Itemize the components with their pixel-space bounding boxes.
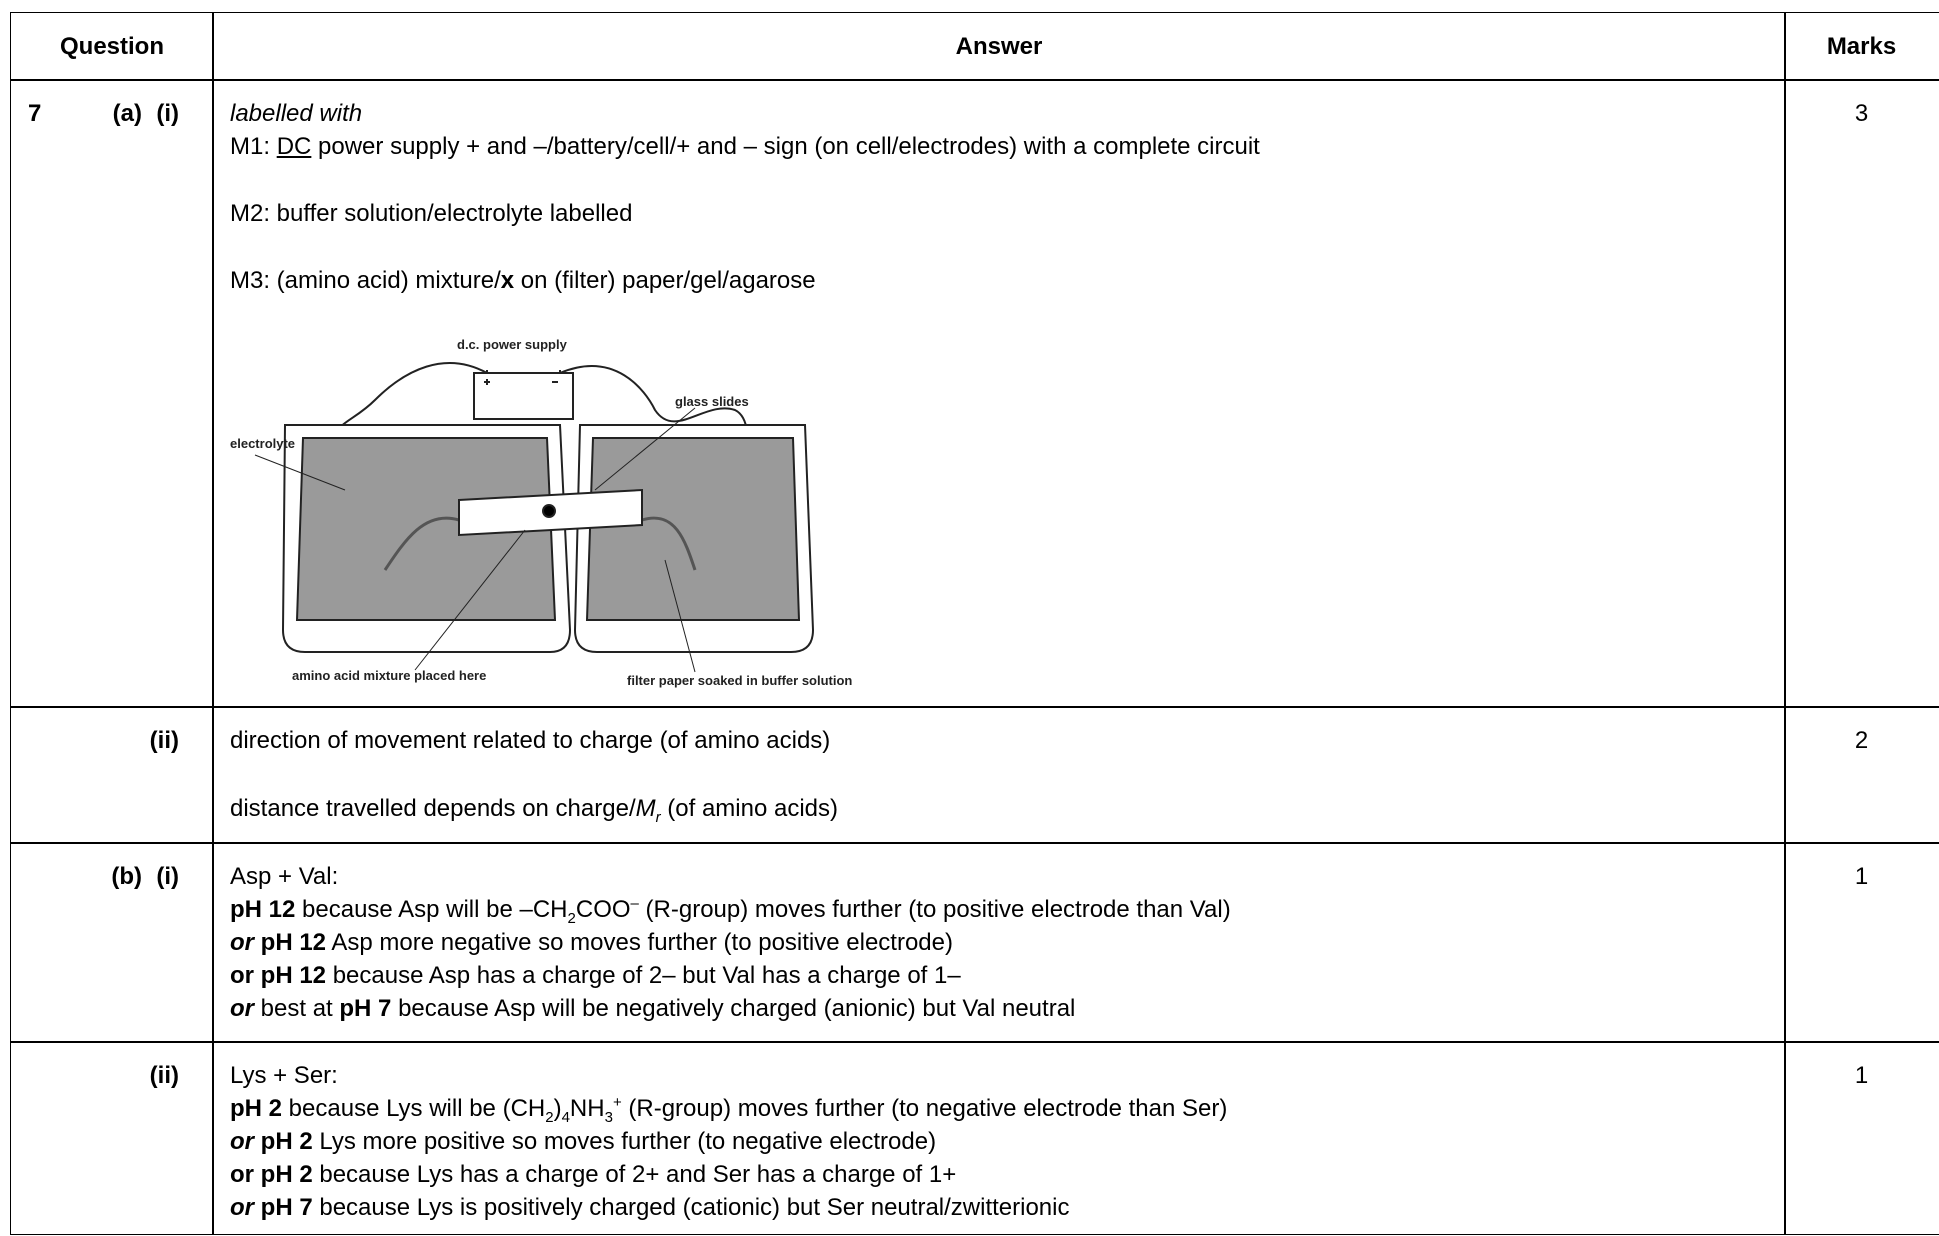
diagram-label: amino acid mixture placed here: [292, 668, 486, 683]
text: or pH 12: [230, 962, 327, 989]
text: because Lys is positively charged (catio…: [312, 1194, 1070, 1221]
question-subpart: (i): [156, 863, 179, 890]
text: (of amino acids): [660, 795, 839, 822]
text: M2: buffer solution/electrolyte labelled: [230, 200, 633, 227]
text: COO: [575, 896, 631, 923]
text: 2: [545, 1108, 554, 1126]
text: pH 7: [254, 1194, 313, 1221]
text: pH 2: [230, 1095, 283, 1122]
text: labelled with: [230, 100, 363, 127]
text: NH: [569, 1095, 605, 1122]
answer-line: or pH 12 because Asp has a charge of 2– …: [230, 959, 1785, 992]
answer-line: pH 12 because Asp will be –CH2COO– (R-gr…: [230, 893, 1785, 926]
answer-line: or pH 7 because Lys is positively charge…: [230, 1191, 1785, 1224]
text: because Lys will be (CH: [282, 1095, 546, 1122]
text: best at: [254, 995, 340, 1022]
answer-line: direction of movement related to charge …: [230, 724, 1785, 757]
text: because Asp has a charge of 2– but Val h…: [326, 962, 961, 989]
question-cell: (ii): [10, 1041, 214, 1235]
text: Lys more positive so moves further (to n…: [312, 1128, 937, 1155]
question-cell: (ii): [10, 706, 214, 844]
question-subpart: (i): [156, 100, 179, 127]
question-number: 7: [28, 100, 42, 127]
diagram-label: d.c. power supply: [457, 337, 568, 352]
text: x: [500, 267, 515, 294]
header-question: Question: [10, 12, 214, 81]
answer-line: distance travelled depends on charge/Mr …: [230, 792, 1785, 825]
answer-line: Asp + Val:: [230, 860, 1785, 893]
text: Asp more negative so moves further (to p…: [326, 929, 953, 956]
question-part: (a): [112, 100, 142, 127]
answer-line: or best at pH 7 because Asp will be nega…: [230, 992, 1785, 1025]
answer-line: M2: buffer solution/electrolyte labelled: [230, 197, 1785, 230]
text: Lys + Ser:: [230, 1062, 338, 1089]
text: pH 12: [254, 929, 327, 956]
diagram-label: glass slides: [675, 394, 749, 409]
text: 3: [604, 1108, 613, 1126]
marks-cell: 1: [1784, 842, 1939, 1043]
electrophoresis-diagram: d.c. power supply glass slides electroly…: [230, 337, 852, 688]
marks-cell: 2: [1784, 706, 1939, 844]
header-marks: Marks: [1784, 12, 1939, 81]
text: distance travelled depends on charge/: [230, 795, 636, 822]
answer-line: or pH 12 Asp more negative so moves furt…: [230, 926, 1785, 959]
answer-line: Lys + Ser:: [230, 1059, 1785, 1092]
text: because Lys has a charge of 2+ and Ser h…: [312, 1161, 957, 1188]
answer-line: pH 2 because Lys will be (CH2)4NH3+ (R-g…: [230, 1092, 1785, 1125]
text: M1:: [230, 133, 277, 160]
answer-line: M3: (amino acid) mixture/x on (filter) p…: [230, 264, 1785, 297]
marks-cell: 1: [1784, 1041, 1939, 1235]
text: pH 2: [254, 1128, 313, 1155]
diagram-label: electrolyte: [230, 436, 295, 451]
header-answer: Answer: [212, 12, 1786, 81]
text: because Asp will be –CH: [295, 896, 568, 923]
answer-line: or pH 2 because Lys has a charge of 2+ a…: [230, 1158, 1785, 1191]
answer-cell: Asp + Val: pH 12 because Asp will be –CH…: [212, 842, 1786, 1043]
text: or: [230, 995, 254, 1022]
question-subpart: (ii): [149, 727, 179, 754]
text: –: [630, 895, 639, 912]
answer-cell: Lys + Ser: pH 2 because Lys will be (CH2…: [212, 1041, 1786, 1235]
question-part: (b): [111, 863, 142, 890]
answer-cell: labelled with M1: DC power supply + and …: [212, 79, 1786, 708]
text: or: [230, 1128, 254, 1155]
text: power supply + and –/battery/cell/+ and …: [311, 133, 1260, 160]
text: M: [635, 795, 656, 822]
text: pH 12: [230, 896, 296, 923]
text: pH 7: [339, 995, 392, 1022]
text: 2: [567, 909, 576, 927]
question-cell: 7 (a) (i): [10, 79, 214, 708]
diagram-label: filter paper soaked in buffer solution: [627, 673, 852, 688]
marks-cell: 3: [1784, 79, 1939, 708]
answer-line: or pH 2 Lys more positive so moves furth…: [230, 1125, 1785, 1158]
text: (R-group) moves further (to negative ele…: [621, 1095, 1228, 1122]
text: r: [655, 808, 661, 826]
text: Asp + Val:: [230, 863, 339, 890]
text: DC: [276, 133, 312, 160]
text: +: [612, 1094, 622, 1111]
question-subpart: (ii): [149, 1062, 179, 1089]
answer-cell: direction of movement related to charge …: [212, 706, 1786, 844]
text: or pH 2: [230, 1161, 313, 1188]
text: or: [230, 1194, 254, 1221]
question-cell: (b) (i): [10, 842, 214, 1043]
text: or: [230, 929, 254, 956]
text: (R-group) moves further (to positive ele…: [638, 896, 1231, 923]
text: M3: (amino acid) mixture/: [230, 267, 501, 294]
answer-line: M1: DC power supply + and –/battery/cell…: [230, 130, 1785, 163]
text: because Asp will be negatively charged (…: [391, 995, 1076, 1022]
answer-line: labelled with: [230, 97, 1785, 130]
text: 4: [561, 1108, 570, 1126]
text: on (filter) paper/gel/agarose: [514, 267, 816, 294]
text: direction of movement related to charge …: [230, 727, 831, 754]
text: ): [553, 1095, 562, 1122]
